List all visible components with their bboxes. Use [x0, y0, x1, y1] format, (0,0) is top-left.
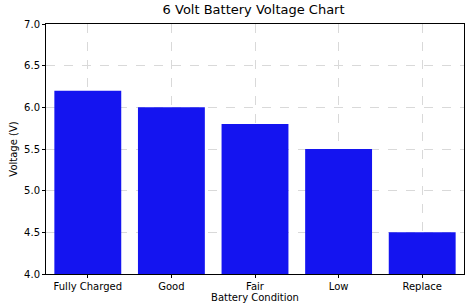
svg-text:Fair: Fair: [246, 281, 265, 292]
svg-text:6 Volt Battery Voltage Chart: 6 Volt Battery Voltage Chart: [163, 2, 345, 17]
svg-text:4.5: 4.5: [24, 227, 40, 238]
svg-text:Low: Low: [329, 281, 349, 292]
svg-text:4.0: 4.0: [24, 269, 40, 280]
svg-text:Fully Charged: Fully Charged: [54, 281, 122, 292]
svg-text:Voltage (V): Voltage (V): [8, 121, 19, 176]
svg-text:7.0: 7.0: [24, 19, 40, 30]
svg-text:Good: Good: [158, 281, 184, 292]
svg-text:Battery Condition: Battery Condition: [211, 292, 299, 303]
svg-text:Replace: Replace: [402, 281, 442, 292]
svg-text:6.0: 6.0: [24, 102, 40, 113]
svg-text:5.0: 5.0: [24, 185, 40, 196]
svg-text:6.5: 6.5: [24, 60, 40, 71]
svg-text:5.5: 5.5: [24, 144, 40, 155]
